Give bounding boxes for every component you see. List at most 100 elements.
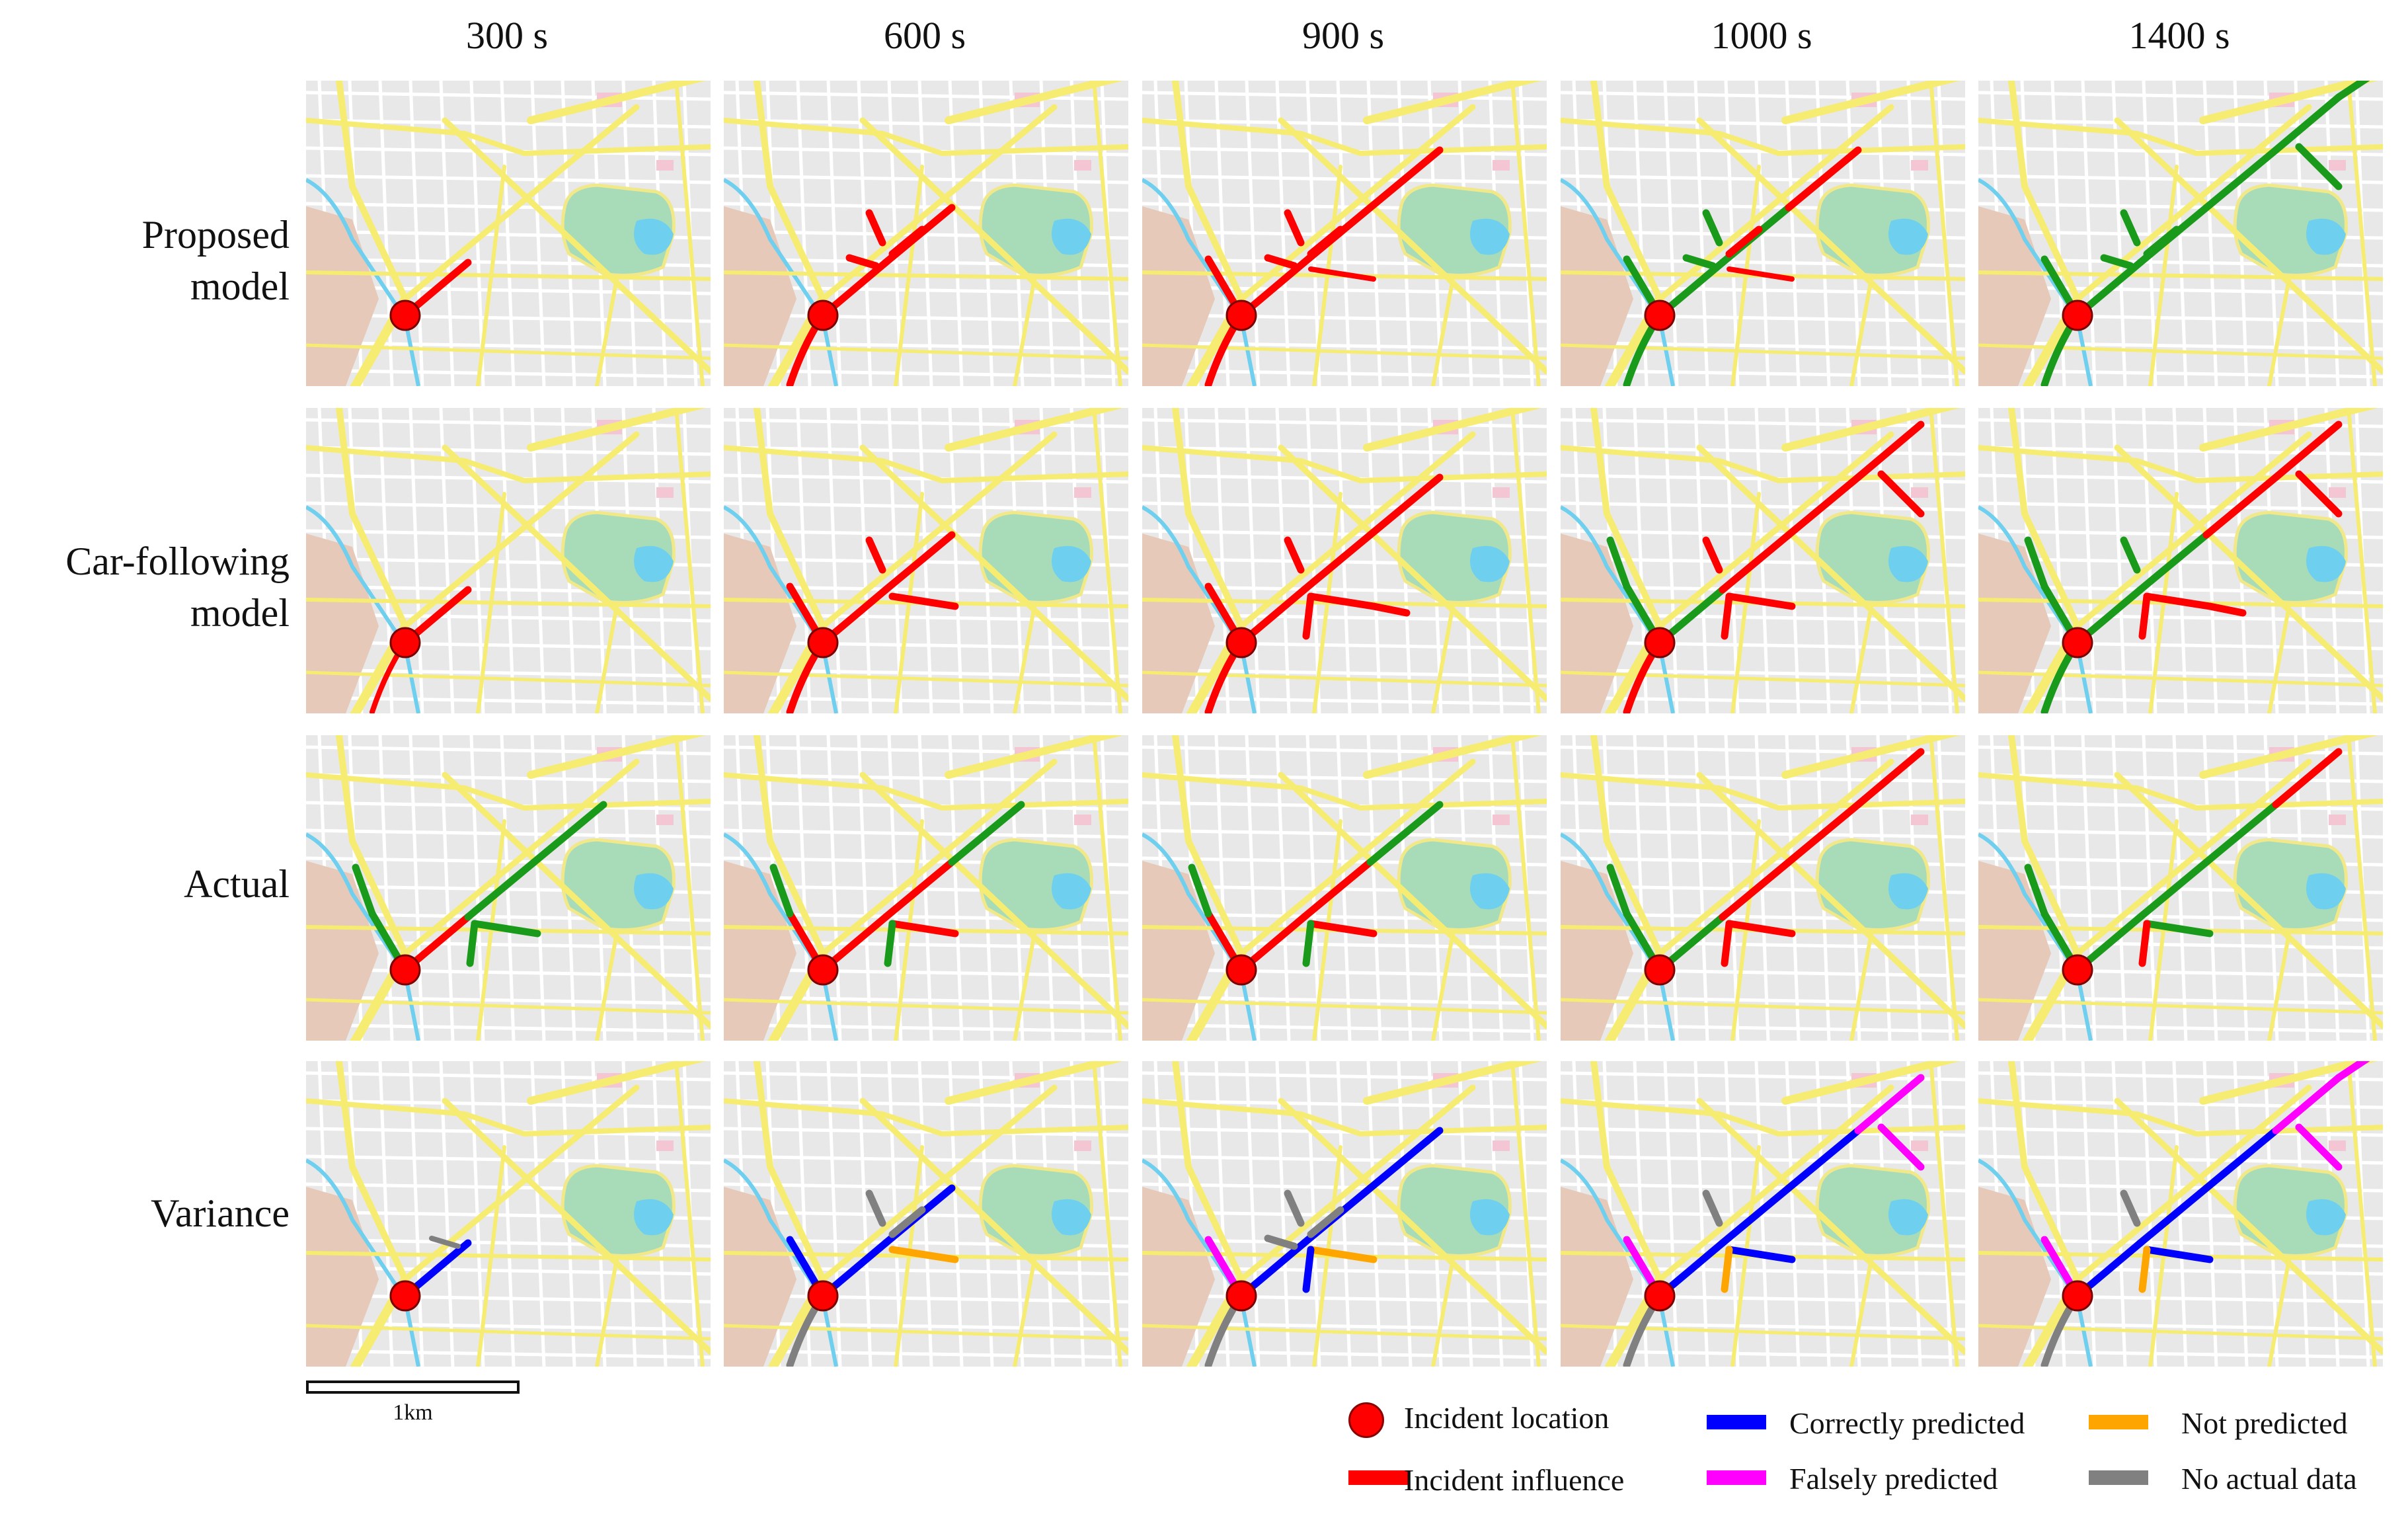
legend-not-predicted: Not predicted [2181, 1406, 2348, 1440]
poi-block [1493, 815, 1510, 825]
lake [1470, 873, 1510, 910]
poi-block [1074, 487, 1091, 498]
map-svg [1978, 81, 2383, 386]
row-label-variance: Variance [0, 1187, 290, 1239]
road-segment-incident-influence [1366, 146, 1444, 212]
road-segment-normal [1188, 863, 1212, 918]
column-header-1000s: 1000 s [1711, 14, 1812, 57]
road-segment-incident-influence [1307, 225, 1344, 258]
road-segment-normal [884, 920, 896, 967]
road-segment-normal [1302, 920, 1315, 967]
road-segment-incident-influence [1785, 146, 1862, 212]
map-svg [1978, 408, 2383, 713]
incident-location-marker-icon [1644, 1280, 1676, 1312]
road-segment-normal [2143, 225, 2181, 258]
poi-block [2329, 815, 2346, 825]
road-segment-incident-influence [1725, 592, 1796, 610]
road-segment-falsely-predicted [1854, 1074, 1925, 1135]
road-segment-normal [2024, 536, 2048, 590]
column-header-1400s: 1400 s [2128, 14, 2230, 57]
road-segment-normal [2202, 801, 2280, 866]
road-segment-normal [2136, 531, 2210, 594]
map-panel-3-5 [1978, 735, 2383, 1041]
map-svg [306, 408, 711, 713]
map-panel-1-2 [724, 81, 1128, 386]
road-segment-incident-influence [1307, 592, 1378, 610]
road-segment-incident-influence [882, 531, 956, 594]
road-segment-normal [2272, 93, 2343, 154]
incident-network [2024, 420, 2343, 713]
road-segment-incident-influence [1300, 531, 1374, 594]
incident-location-marker-icon [389, 1280, 421, 1312]
map-panel-3-2 [724, 735, 1128, 1041]
lake [2306, 1199, 2346, 1236]
poi-block [1911, 815, 1928, 825]
map-svg [724, 1061, 1128, 1367]
major-roads [724, 735, 1128, 1041]
road-segment-correctly-predicted [1725, 1246, 1796, 1263]
road-segment-falsely-predicted [2335, 1061, 2370, 1082]
road-segment-correctly-predicted [1785, 1127, 1862, 1192]
incident-location-marker-icon [389, 300, 421, 331]
poi-block [656, 1140, 674, 1151]
row-label-line: model [190, 264, 290, 308]
road-segment-normal [1606, 536, 1631, 590]
map-svg [1978, 735, 2383, 1041]
map-svg [1142, 735, 1547, 1041]
major-roads [724, 81, 1128, 386]
road-segment-no-actual-data [888, 1206, 926, 1238]
road-segment-normal [1606, 863, 1631, 918]
major-roads [306, 1061, 711, 1367]
road-segment-normal [2143, 920, 2214, 938]
map-panel-1-4 [1561, 81, 1965, 386]
column-header-300s: 300 s [465, 14, 549, 57]
column-header-600s: 600 s [883, 14, 966, 57]
road-segment-incident-influence [1284, 536, 1305, 574]
road-segment-incident-influence [1719, 531, 1793, 594]
lake [1888, 873, 1928, 910]
map-svg [724, 735, 1128, 1041]
incident-location-marker-icon [2062, 954, 2093, 986]
correctly-predicted-swatch [1707, 1415, 1766, 1429]
map-panel-4-4 [1561, 1061, 1965, 1367]
road-segment-normal [1366, 801, 1444, 866]
map-panel-1-5 [1978, 81, 2383, 386]
no-actual-data-swatch [2089, 1470, 2148, 1485]
road-segment-no-actual-data [1702, 1189, 1723, 1227]
road-segment-normal [2295, 143, 2343, 190]
road-segment-not-predicted [1721, 1246, 1733, 1293]
map-panel-3-3 [1142, 735, 1547, 1041]
major-roads [1978, 735, 2383, 1041]
incident-location-marker-icon [1225, 954, 1257, 986]
major-roads [306, 735, 711, 1041]
lake [2306, 545, 2346, 582]
lake [1470, 218, 1510, 255]
road-segment-correctly-predicted [2202, 1127, 2280, 1192]
incident-location-marker-icon [807, 627, 839, 659]
road-segment-incident-influence [1725, 920, 1796, 938]
road-segment-no-actual-data [1307, 1206, 1344, 1238]
road-segment-incident-influence [1785, 473, 1862, 539]
road-segment-falsely-predicted [1877, 1123, 1925, 1171]
road-segment-incident-influence [1308, 266, 1376, 282]
poi-block [656, 160, 674, 171]
lake [1052, 1199, 1091, 1236]
road-segment-incident-influence [1302, 592, 1315, 640]
poi-block [1074, 815, 1091, 825]
road-segment-correctly-predicted [1366, 1127, 1444, 1192]
incident-location-marker-icon [2062, 300, 2093, 331]
incident-network [786, 531, 959, 713]
poi-block [2329, 487, 2346, 498]
major-roads [1142, 408, 1547, 713]
poi-block [1074, 160, 1091, 171]
map-svg [306, 735, 711, 1041]
poi-block [1493, 487, 1510, 498]
road-segment-normal [1702, 209, 1723, 247]
map-panel-2-4 [1561, 408, 1965, 713]
map-panel-2-5 [1978, 408, 2383, 713]
map-panel-4-2 [724, 1061, 1128, 1367]
road-segment-incident-influence [2272, 748, 2343, 809]
row-label-car-following: Car-following model [0, 536, 290, 639]
lake [1052, 218, 1091, 255]
minor-streets [306, 408, 711, 713]
